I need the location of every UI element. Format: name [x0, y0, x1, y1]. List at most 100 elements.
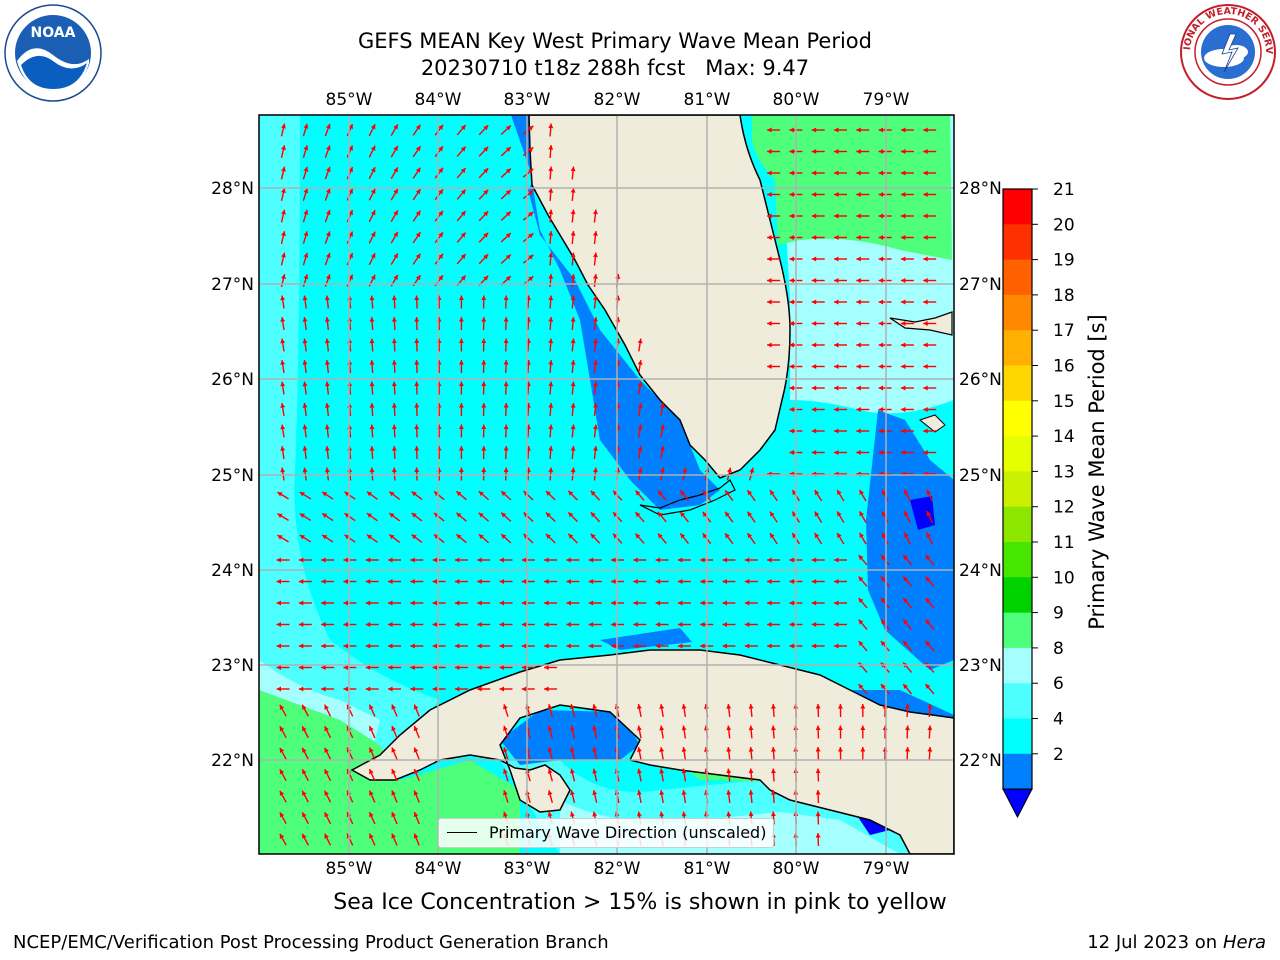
wave-arrow — [659, 768, 665, 782]
wave-arrow — [834, 385, 847, 391]
florida-keys — [639, 479, 736, 516]
wave-arrow — [677, 557, 691, 563]
wave-arrow — [434, 145, 444, 158]
wave-arrow — [499, 665, 513, 670]
lat-label-right: 28°N — [959, 179, 1002, 199]
wave-arrow — [477, 665, 491, 670]
wave-arrow — [458, 295, 464, 309]
wave-arrow — [456, 189, 467, 200]
wave-arrow — [481, 424, 487, 438]
wave-arrow — [346, 123, 354, 137]
lat-label-left: 23°N — [211, 656, 254, 676]
wave-arrow — [633, 643, 647, 649]
colorbar-tick-label: 18 — [1053, 286, 1075, 306]
wave-arrow — [592, 424, 598, 438]
wave-arrow — [905, 703, 910, 718]
wave-arrow — [411, 490, 423, 501]
longitude-labels-bottom: 85°W 84°W 83°W 82°W 81°W 80°W 79°W — [326, 859, 910, 879]
wave-arrow — [815, 746, 821, 761]
wave-arrow — [302, 424, 308, 438]
wave-arrow — [413, 768, 420, 782]
wave-arrow — [900, 278, 914, 283]
lat-label-right: 26°N — [959, 370, 1002, 390]
wave-arrow — [302, 338, 308, 352]
wave-arrow — [570, 424, 576, 438]
wave-arrow — [767, 256, 781, 262]
wave-arrow — [410, 622, 424, 627]
lon-label-bottom: 83°W — [504, 859, 551, 879]
wave-arrow — [280, 402, 286, 417]
wave-arrow — [434, 210, 444, 222]
wave-arrow — [592, 445, 598, 460]
wave-arrow — [858, 532, 867, 545]
wave-arrow — [544, 622, 558, 627]
wave-arrow — [923, 342, 937, 348]
wave-arrow — [592, 316, 598, 331]
wave-arrow — [924, 554, 935, 566]
wave-arrow — [767, 342, 781, 348]
wave-arrow — [477, 579, 491, 584]
wave-arrow — [456, 167, 467, 179]
wave-arrow — [834, 278, 847, 283]
wave-arrow — [503, 381, 509, 395]
wave-arrow — [455, 490, 467, 501]
wave-arrow — [836, 489, 845, 502]
wave-arrow — [923, 407, 937, 412]
wave-arrow — [834, 192, 847, 197]
wave-arrow — [503, 747, 509, 760]
wave-arrow — [412, 253, 421, 265]
wave-arrow — [324, 295, 330, 309]
wave-arrow — [499, 622, 513, 627]
wave-arrow — [388, 557, 401, 563]
wave-arrow — [346, 145, 354, 158]
wave-arrow — [660, 424, 665, 438]
wave-arrow — [432, 686, 446, 692]
wave-arrow — [298, 579, 312, 584]
wave-arrow — [477, 622, 491, 627]
wave-arrow — [478, 124, 489, 136]
wave-arrow — [903, 489, 912, 502]
wave-arrow — [677, 643, 691, 649]
wave-arrow — [456, 124, 467, 136]
wave-arrow — [545, 490, 556, 501]
wave-arrow — [503, 790, 509, 803]
wave-arrow — [369, 467, 375, 481]
colorbar-extend-arrow — [1002, 788, 1033, 819]
wave-arrow — [834, 600, 847, 606]
wave-arrow — [346, 166, 354, 180]
wave-arrow — [923, 149, 937, 154]
ocean-field-under-2 — [910, 496, 935, 530]
wave-arrow — [280, 316, 286, 331]
wave-arrow — [343, 643, 357, 649]
wave-arrow — [923, 127, 937, 133]
wave-arrow — [346, 252, 354, 266]
wave-arrow — [767, 557, 781, 563]
wave-arrow — [432, 665, 446, 670]
wave-arrow — [902, 619, 913, 630]
wave-arrow — [522, 146, 534, 157]
wave-arrow — [570, 316, 576, 331]
wave-arrow — [566, 600, 580, 606]
wave-arrow — [390, 145, 399, 158]
wave-arrow — [503, 359, 509, 374]
wave-arrow — [815, 811, 821, 825]
colorbar-segment — [1003, 753, 1032, 790]
wave-arrow — [548, 123, 554, 137]
wave-arrow — [321, 534, 334, 543]
wave-arrow — [570, 166, 576, 180]
lat-label-left: 22°N — [211, 751, 254, 771]
wave-arrow — [414, 445, 420, 460]
wave-arrow — [722, 622, 736, 627]
colorbar-tick-label: 20 — [1053, 215, 1075, 235]
wave-arrow — [500, 232, 512, 243]
wave-arrow — [767, 192, 781, 197]
footer-date: 12 Jul 2023 on Hera — [1087, 932, 1266, 953]
wave-arrow — [321, 665, 335, 670]
wave-arrow — [368, 725, 376, 739]
wave-arrow — [878, 192, 892, 197]
wave-arrow — [414, 338, 420, 352]
wave-arrow — [902, 554, 913, 566]
map-gridlines — [259, 115, 954, 854]
wave-arrow — [499, 557, 513, 563]
wave-arrow — [811, 579, 825, 584]
